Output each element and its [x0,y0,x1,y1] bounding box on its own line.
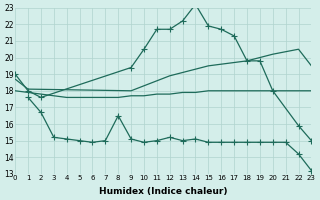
X-axis label: Humidex (Indice chaleur): Humidex (Indice chaleur) [99,187,228,196]
